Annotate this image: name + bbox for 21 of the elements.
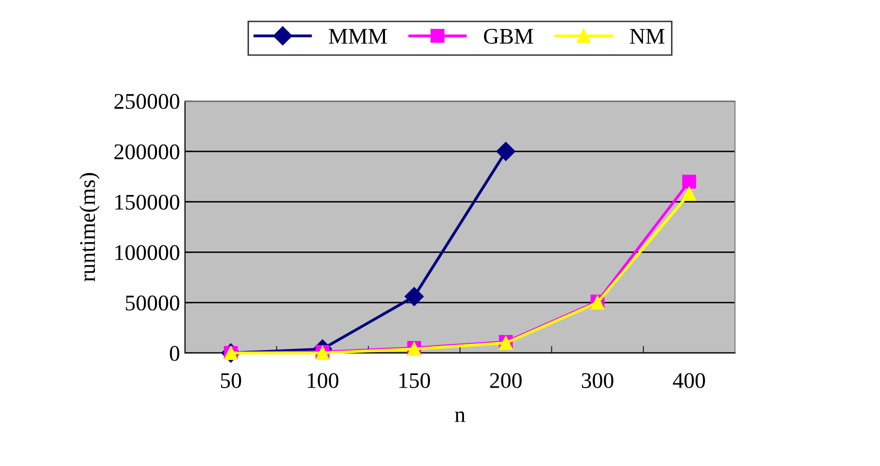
x-tick-label: 150 (399, 373, 430, 388)
y-tick-label: 100000 (115, 245, 180, 260)
x-tick-label: 100 (308, 373, 338, 388)
x-tick-label: 300 (582, 373, 614, 388)
y-tick-label: 250000 (114, 94, 180, 109)
y-tick-label: 150000 (115, 194, 180, 210)
y-axis-title: runtime(ms) (79, 173, 100, 282)
legend-label: GBM (484, 28, 534, 44)
x-tick-label: 400 (672, 373, 705, 388)
point (404, 287, 424, 306)
point (682, 174, 696, 189)
x-tick-label: 50 (221, 373, 242, 388)
y-tick-label: 0 (170, 346, 180, 361)
point (682, 186, 696, 201)
y-tick-label: 50000 (126, 296, 180, 311)
legend-label: MMM (328, 29, 387, 44)
legend-label: NM (630, 29, 664, 44)
x-axis-title: n (454, 411, 466, 422)
y-tick-label: 200000 (114, 144, 180, 160)
point (496, 142, 516, 161)
x-tick-label: 200 (490, 373, 522, 388)
